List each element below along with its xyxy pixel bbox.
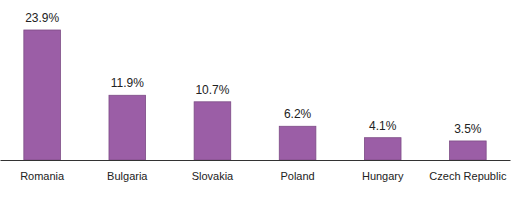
data-label: 6.2%	[284, 107, 312, 121]
bar	[450, 141, 487, 160]
x-tick-label: Slovakia	[192, 170, 234, 182]
chart: Romania Bulgaria Slovakia Poland Hungary Czec…	[0, 0, 520, 200]
data-label: 10.7%	[195, 83, 229, 97]
data-labels: 23.9% 11.9% 10.7% 6.2% 4.1% 3.5%	[25, 11, 482, 136]
data-label: 4.1%	[369, 119, 397, 133]
bar	[109, 95, 146, 160]
x-tick: Poland	[280, 170, 314, 182]
bar	[24, 30, 61, 160]
x-tick-label: Romania	[20, 170, 65, 182]
x-tick-label: Hungary	[362, 170, 404, 182]
data-label: 11.9%	[111, 76, 144, 90]
x-tick: Slovakia	[192, 170, 234, 182]
bars	[24, 30, 486, 160]
x-tick: Bulgaria	[107, 170, 148, 182]
x-tick: Czech Republic	[429, 170, 507, 182]
x-tick: Romania	[20, 170, 65, 182]
data-label: 23.9%	[25, 11, 59, 25]
bar	[194, 102, 231, 160]
x-tick-label: Czech Republic	[429, 170, 507, 182]
x-tick-label: Poland	[280, 170, 314, 182]
x-axis-line	[1, 160, 511, 161]
data-label: 3.5%	[454, 122, 482, 136]
bar	[364, 138, 401, 160]
x-axis: Romania Bulgaria Slovakia Poland Hungary Czec…	[1, 161, 511, 182]
x-tick-label: Bulgaria	[107, 170, 148, 182]
x-tick: Hungary	[362, 170, 404, 182]
bar	[279, 126, 316, 160]
